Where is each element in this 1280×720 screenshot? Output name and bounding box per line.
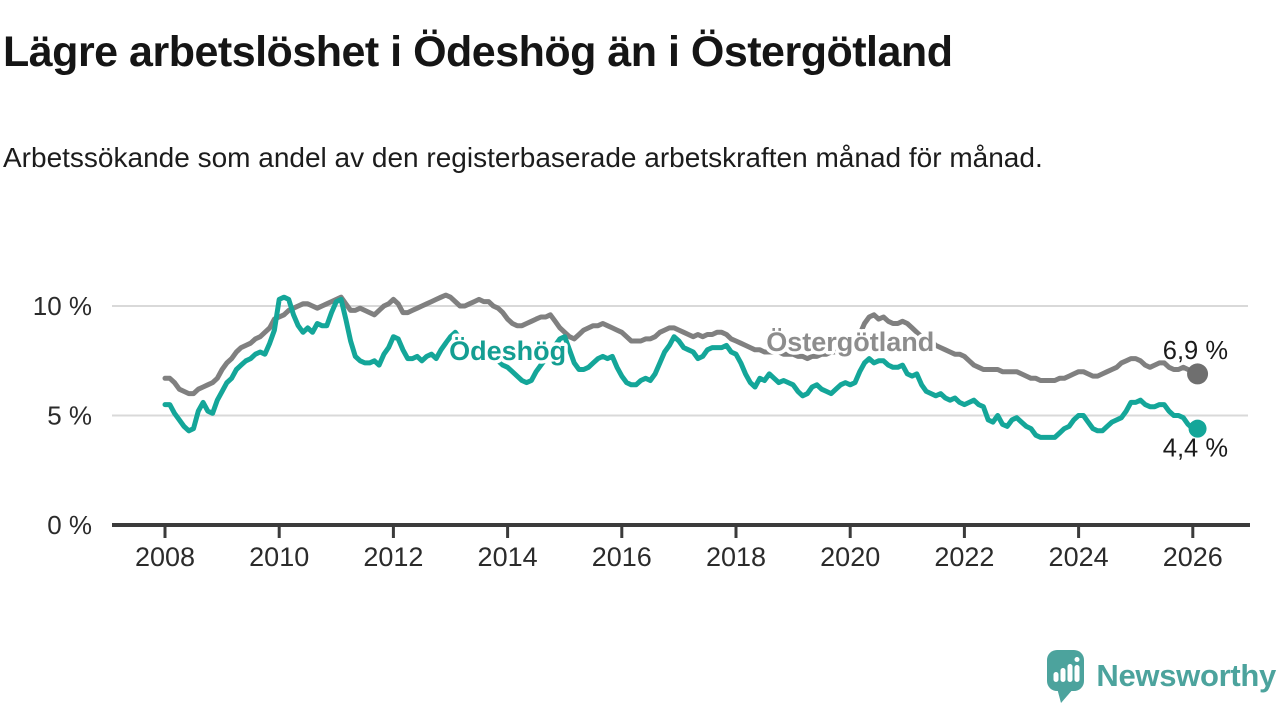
y-axis-label-10: 10 %	[33, 291, 92, 321]
stergtland-end-value-label: 6,9 %	[1163, 337, 1228, 365]
x-axis-label-2012: 2012	[363, 542, 423, 572]
stergtland-end-dot	[1187, 363, 1209, 385]
y-axis-label-0: 0 %	[47, 510, 92, 540]
x-axis-label-2014: 2014	[478, 542, 538, 572]
deshg-end-dot	[1188, 419, 1207, 438]
newsworthy-logo: Newsworthy	[1046, 648, 1276, 704]
x-axis-label-2024: 2024	[1049, 542, 1109, 572]
newsworthy-logo-icon	[1047, 650, 1085, 703]
deshg-series-label: Ödeshög	[449, 336, 566, 366]
y-axis-label-5: 5 %	[47, 401, 92, 431]
deshg-end-value-label: 4,4 %	[1163, 435, 1228, 463]
deshg-line	[162, 294, 1201, 440]
chart-title: Lägre arbetslöshet i Ödeshög än i Österg…	[3, 28, 953, 76]
x-axis-label-2020: 2020	[820, 542, 880, 572]
stergtland-series-label: Östergötland	[766, 327, 934, 357]
x-axis-label-2018: 2018	[706, 542, 766, 572]
chart-subtitle: Arbetssökande som andel av den registerb…	[3, 142, 1043, 173]
x-axis-label-2010: 2010	[249, 542, 309, 572]
newsworthy-logo-text: Newsworthy	[1096, 658, 1276, 693]
x-axis-label-2016: 2016	[592, 542, 652, 572]
x-axis-label-2008: 2008	[135, 542, 195, 572]
x-axis-label-2026: 2026	[1163, 542, 1223, 572]
x-axis-label-2022: 2022	[934, 542, 994, 572]
